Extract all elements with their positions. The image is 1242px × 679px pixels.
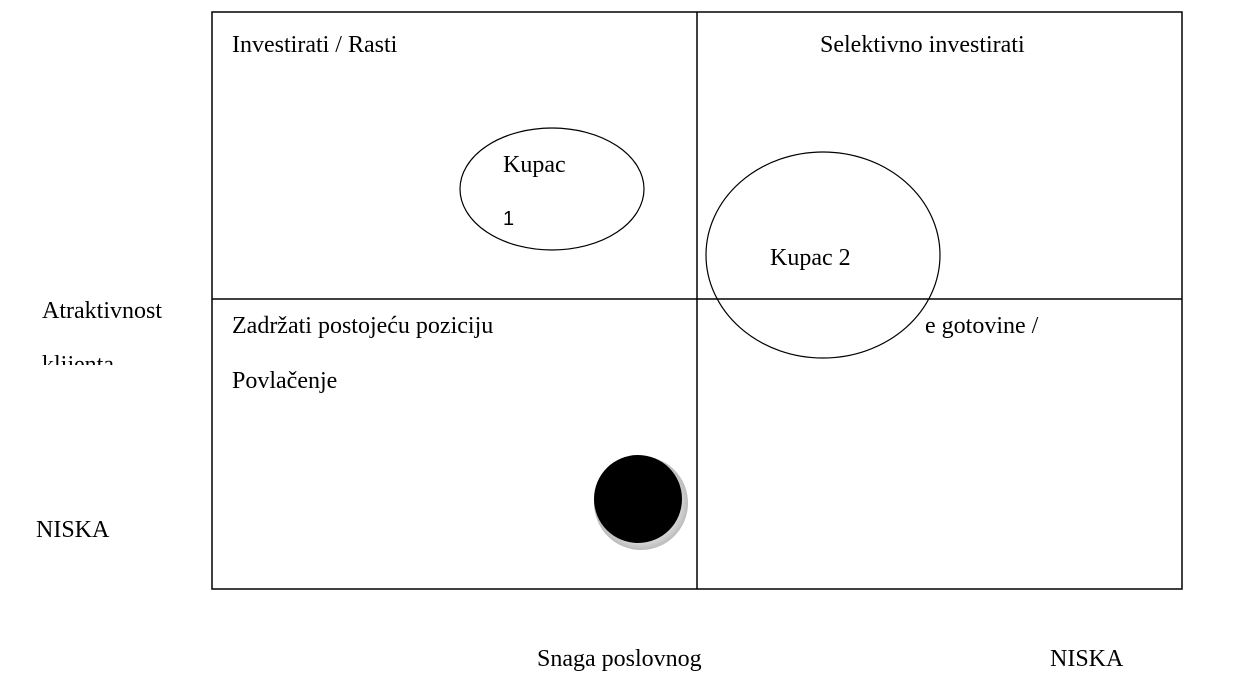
bubble-label: Kupac 2 bbox=[770, 245, 851, 271]
quadrant-label: Zadržati postojeću poziciju bbox=[232, 313, 493, 339]
quadrant-label: Selektivno investirati bbox=[820, 32, 1025, 58]
quadrant-label: e gotovine / bbox=[925, 313, 1039, 339]
bubble-label: Kupac bbox=[503, 152, 566, 178]
quadrant-label: Investirati / Rasti bbox=[232, 32, 398, 58]
axis-label: Snaga poslovnog bbox=[537, 646, 702, 672]
clipped-label: klijenta bbox=[42, 352, 114, 378]
axis-level: NISKA bbox=[1050, 646, 1124, 672]
axis-level: NISKA bbox=[36, 517, 110, 543]
bubble bbox=[459, 127, 645, 251]
bubble-label: 1 bbox=[503, 208, 514, 230]
quadrant-label: Povlačenje bbox=[232, 368, 337, 394]
axis-label: Atraktivnost bbox=[42, 298, 162, 324]
bubble bbox=[594, 455, 682, 543]
axis-label: klijenta bbox=[42, 352, 114, 378]
bubble bbox=[705, 151, 941, 359]
